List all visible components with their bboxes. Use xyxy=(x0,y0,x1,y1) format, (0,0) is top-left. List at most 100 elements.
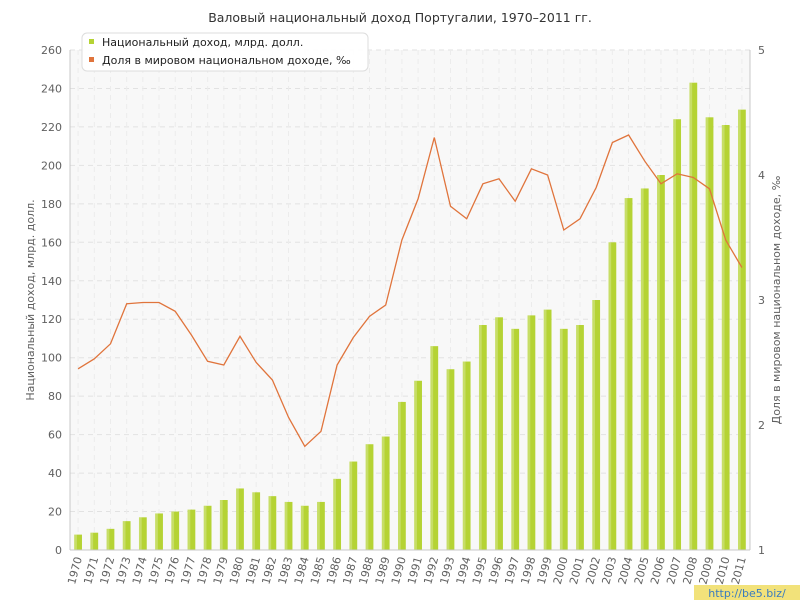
bar[interactable] xyxy=(187,509,196,550)
bar-highlight xyxy=(300,505,304,550)
line-point[interactable] xyxy=(254,360,258,364)
bar[interactable] xyxy=(284,501,293,550)
line-point[interactable] xyxy=(691,175,695,179)
bar[interactable] xyxy=(236,488,244,550)
line-point[interactable] xyxy=(464,217,468,221)
line-point[interactable] xyxy=(367,314,371,318)
bar[interactable] xyxy=(624,198,633,551)
line-point[interactable] xyxy=(578,217,582,221)
bar[interactable] xyxy=(300,505,309,550)
y-axis-title-right: Доля в мировом национальном доходе, ‰ xyxy=(770,175,783,424)
bar[interactable] xyxy=(171,511,180,550)
line-point[interactable] xyxy=(626,133,630,137)
line-point[interactable] xyxy=(351,335,355,339)
bar[interactable] xyxy=(381,436,390,550)
line-point[interactable] xyxy=(189,333,193,337)
line-point[interactable] xyxy=(319,429,323,433)
line-point[interactable] xyxy=(562,228,566,232)
line-point[interactable] xyxy=(643,159,647,163)
legend-item-world-share[interactable]: Доля в мировом национальном доходе, ‰ xyxy=(102,54,351,67)
line-point[interactable] xyxy=(400,238,404,242)
line-point[interactable] xyxy=(529,167,533,171)
bar[interactable] xyxy=(252,492,261,550)
bar[interactable] xyxy=(219,500,228,550)
line-point[interactable] xyxy=(724,238,728,242)
bar[interactable] xyxy=(657,175,665,550)
bar[interactable] xyxy=(446,369,455,550)
bar[interactable] xyxy=(430,346,439,550)
line-point[interactable] xyxy=(222,363,226,367)
bar[interactable] xyxy=(365,444,374,550)
line-point[interactable] xyxy=(448,204,452,208)
line-point[interactable] xyxy=(707,187,711,191)
line-point[interactable] xyxy=(497,177,501,181)
bar-highlight xyxy=(543,309,547,550)
line-point[interactable] xyxy=(303,444,307,448)
bar[interactable] xyxy=(689,82,698,550)
bar[interactable] xyxy=(738,109,746,550)
line-point[interactable] xyxy=(335,363,339,367)
bar[interactable] xyxy=(673,119,682,550)
bar-highlight xyxy=(74,534,77,550)
watermark-link[interactable]: http://be5.biz/ xyxy=(708,587,786,600)
line-point[interactable] xyxy=(740,265,744,269)
bar[interactable] xyxy=(138,517,147,550)
bar[interactable] xyxy=(495,317,503,550)
bar-highlight xyxy=(657,175,660,550)
bar[interactable] xyxy=(106,528,115,550)
y-tick-label-left: 0 xyxy=(55,544,62,557)
legend-item-national-income[interactable]: Национальный доход, млрд. долл. xyxy=(102,36,303,49)
line-point[interactable] xyxy=(141,300,145,304)
watermark[interactable]: http://be5.biz/ xyxy=(694,585,800,600)
bar[interactable] xyxy=(155,513,163,550)
bar[interactable] xyxy=(74,534,82,550)
bar[interactable] xyxy=(640,188,649,550)
bar[interactable] xyxy=(317,501,325,550)
bar[interactable] xyxy=(721,125,730,550)
line-point[interactable] xyxy=(76,367,80,371)
line-point[interactable] xyxy=(173,309,177,313)
bar[interactable] xyxy=(122,521,131,550)
bar[interactable] xyxy=(478,325,487,550)
line-point[interactable] xyxy=(610,140,614,144)
bar[interactable] xyxy=(349,461,358,550)
bar-highlight xyxy=(414,380,417,550)
line-point[interactable] xyxy=(384,303,388,307)
line-point[interactable] xyxy=(545,173,549,177)
bar[interactable] xyxy=(462,361,471,550)
line-point[interactable] xyxy=(270,378,274,382)
bar[interactable] xyxy=(268,496,277,550)
bar[interactable] xyxy=(398,401,406,550)
bar-highlight xyxy=(284,501,288,550)
bar[interactable] xyxy=(511,328,520,550)
bar[interactable] xyxy=(559,328,568,550)
line-point[interactable] xyxy=(286,415,290,419)
line-point[interactable] xyxy=(124,302,128,306)
line-point[interactable] xyxy=(157,300,161,304)
legend-bar-swatch xyxy=(89,39,94,44)
line-point[interactable] xyxy=(481,182,485,186)
line-point[interactable] xyxy=(675,172,679,176)
line-point[interactable] xyxy=(108,342,112,346)
bar[interactable] xyxy=(543,309,552,550)
line-point[interactable] xyxy=(416,197,420,201)
bar[interactable] xyxy=(592,300,601,550)
line-point[interactable] xyxy=(238,334,242,338)
bar[interactable] xyxy=(576,325,584,550)
bar[interactable] xyxy=(608,242,617,551)
line-point[interactable] xyxy=(92,357,96,361)
line-point[interactable] xyxy=(659,182,663,186)
bar[interactable] xyxy=(527,315,536,550)
line-point[interactable] xyxy=(594,185,598,189)
bar[interactable] xyxy=(705,117,714,551)
bar[interactable] xyxy=(333,478,342,550)
line-point[interactable] xyxy=(432,135,436,139)
legend[interactable]: Национальный доход, млрд. долл. Доля в м… xyxy=(81,32,369,72)
bar[interactable] xyxy=(90,532,99,550)
bar[interactable] xyxy=(414,380,422,550)
line-point[interactable] xyxy=(205,359,209,363)
line-series-world-share[interactable] xyxy=(77,134,743,448)
line-point[interactable] xyxy=(513,199,517,203)
bar[interactable] xyxy=(203,505,212,550)
